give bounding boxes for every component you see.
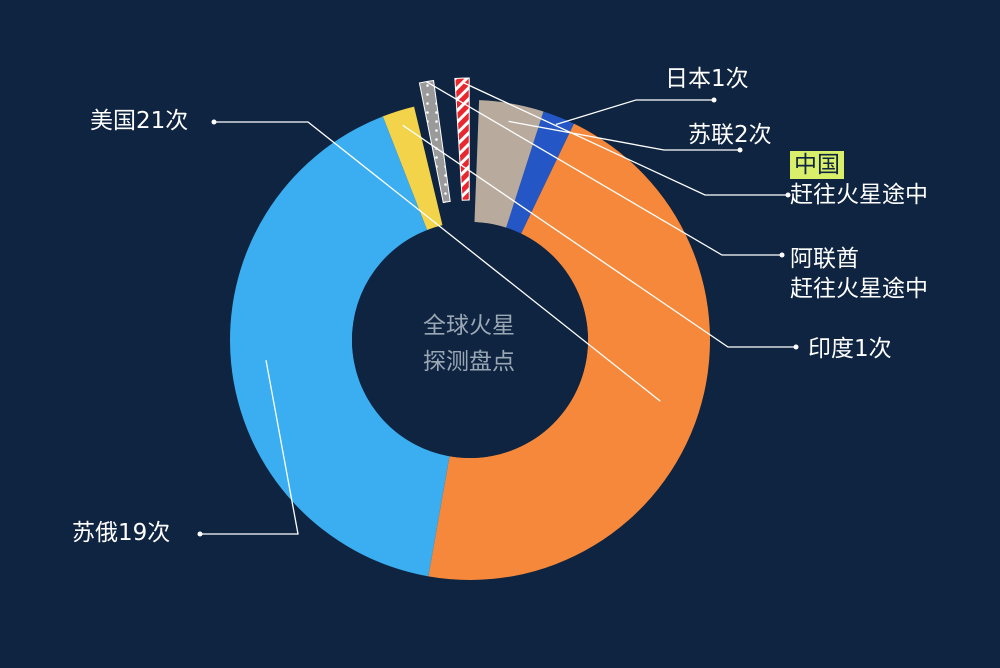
label-india: 印度1次	[808, 336, 892, 362]
label-russia: 苏俄19次	[72, 520, 171, 546]
slice-china	[454, 77, 470, 201]
slice-india	[382, 106, 443, 231]
label-ussr: 苏联2次	[688, 122, 772, 148]
label-uae-line-1: 阿联酋	[790, 246, 859, 272]
china-highlight: 中国	[790, 151, 844, 179]
center-title-line-2: 探测盘点	[423, 349, 515, 375]
label-uae: 阿联酋 赶往火星途中	[790, 244, 928, 304]
slice-ussr	[474, 100, 544, 228]
slice-usa	[428, 123, 711, 581]
slice-japan	[506, 111, 574, 234]
slice-uae	[418, 79, 451, 204]
leader-dot-japan	[711, 97, 717, 103]
leader-dot-india	[793, 344, 799, 350]
leader-dot-china	[785, 192, 791, 198]
leader-india	[402, 124, 796, 348]
label-usa: 美国21次	[90, 108, 189, 134]
leader-china	[461, 81, 788, 196]
label-japan: 日本1次	[665, 66, 749, 92]
center-title-line-1: 全球火星	[423, 313, 515, 339]
leader-uae	[426, 81, 782, 256]
center-title: 全球火星 探测盘点	[394, 308, 544, 380]
label-china-line-2: 赶往火星途中	[790, 182, 928, 208]
label-uae-line-2: 赶往火星途中	[790, 276, 928, 302]
leader-dot-uae	[779, 252, 785, 258]
donut-hole	[352, 222, 588, 458]
label-china: 中国 赶往火星途中	[790, 150, 928, 210]
leader-dot-usa	[211, 119, 217, 125]
leader-usa	[214, 121, 661, 402]
leader-dot-ussr	[737, 147, 743, 153]
leader-dot-russia	[197, 531, 203, 537]
leader-russia	[200, 360, 299, 535]
leader-ussr	[508, 120, 740, 151]
leader-japan	[555, 99, 714, 126]
leader-lines	[197, 81, 799, 537]
